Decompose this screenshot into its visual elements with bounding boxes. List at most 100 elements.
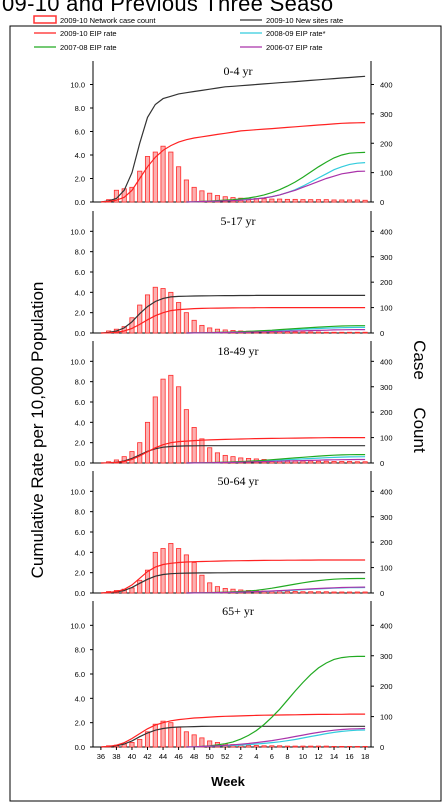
case-count-bar bbox=[347, 591, 353, 594]
x-tick-label: 10 bbox=[299, 752, 307, 761]
case-count-bar bbox=[339, 331, 345, 334]
case-count-bar bbox=[308, 331, 314, 334]
case-count-bar bbox=[269, 745, 275, 748]
case-count-bar bbox=[284, 745, 290, 748]
case-count-bar bbox=[315, 331, 322, 334]
case-count-bar bbox=[152, 151, 158, 203]
left-tick-label: 4.0 bbox=[75, 548, 85, 557]
left-tick-label: 6.0 bbox=[75, 398, 85, 407]
case-count-bar bbox=[144, 569, 151, 594]
case-count-bar bbox=[362, 591, 368, 594]
case-count-bar bbox=[199, 737, 205, 748]
left-tick-label: 8.0 bbox=[75, 508, 85, 517]
left-tick-label: 10.0 bbox=[70, 81, 85, 90]
right-tick-label: 0 bbox=[380, 589, 384, 598]
case-count-bar bbox=[152, 723, 158, 748]
x-tick-label: 8 bbox=[285, 752, 289, 761]
rate-line-eip-2006-07 bbox=[186, 586, 366, 594]
left-tick-label: 0.0 bbox=[75, 329, 85, 338]
right-tick-label: 100 bbox=[380, 713, 393, 722]
case-count-bar bbox=[160, 288, 166, 334]
left-tick-label: 4.0 bbox=[75, 418, 85, 427]
x-tick-label: 50 bbox=[206, 752, 214, 761]
panel: 0.0 2.0 4.0 6.0 8.0 10.0 0 100 200 300 400 5-17 yr bbox=[70, 211, 393, 338]
case-count-bar bbox=[144, 156, 151, 203]
left-tick-label: 10.0 bbox=[70, 621, 85, 630]
left-tick-label: 2.0 bbox=[75, 175, 85, 184]
x-tick-label: 4 bbox=[254, 752, 258, 761]
case-count-bar bbox=[362, 745, 368, 748]
case-count-bar bbox=[191, 562, 197, 594]
y-axis-label-left: Cumulative Rate per 10,000 Population bbox=[28, 282, 47, 579]
right-tick-label: 300 bbox=[380, 513, 393, 522]
right-tick-label: 0 bbox=[380, 743, 384, 752]
case-count-bar bbox=[315, 199, 322, 203]
case-count-bar bbox=[347, 461, 353, 464]
legend-label: 2006-07 EIP rate bbox=[266, 43, 323, 52]
right-tick-label: 400 bbox=[380, 487, 393, 496]
case-count-bar bbox=[261, 745, 267, 748]
right-tick-label: 300 bbox=[380, 110, 393, 119]
rate-line-eip-2006-07 bbox=[186, 329, 366, 334]
case-count-bar bbox=[176, 302, 182, 334]
case-count-bar bbox=[137, 579, 143, 594]
x-tick-label: 38 bbox=[112, 752, 120, 761]
panel-title: 18-49 yr bbox=[218, 344, 259, 358]
legend-item: 2009-10 EIP rate bbox=[34, 29, 117, 38]
case-count-bar bbox=[362, 461, 368, 464]
left-tick-label: 0.0 bbox=[75, 743, 85, 752]
rate-line-eip-2006-07 bbox=[186, 727, 366, 748]
case-count-bar bbox=[323, 331, 329, 334]
legend-item: 2007-08 EIP rate bbox=[34, 43, 117, 52]
right-tick-label: 300 bbox=[380, 383, 393, 392]
case-count-bar bbox=[238, 457, 244, 464]
case-count-bar bbox=[354, 591, 360, 594]
case-count-bar bbox=[183, 409, 189, 464]
case-count-bar bbox=[183, 731, 189, 748]
case-count-bar bbox=[277, 198, 283, 203]
left-tick-label: 4.0 bbox=[75, 151, 85, 160]
case-count-bar bbox=[354, 331, 360, 334]
case-count-bar bbox=[331, 745, 337, 748]
case-count-bar bbox=[191, 734, 197, 748]
case-count-bar bbox=[199, 190, 205, 203]
left-tick-label: 4.0 bbox=[75, 288, 85, 297]
case-count-bar bbox=[168, 543, 174, 594]
x-tick-label: 48 bbox=[190, 752, 198, 761]
right-tick-label: 0 bbox=[380, 329, 384, 338]
case-count-bar bbox=[168, 722, 174, 748]
case-count-bar bbox=[323, 460, 329, 464]
case-count-bar bbox=[339, 591, 345, 594]
case-count-bar bbox=[339, 461, 345, 464]
case-count-bar bbox=[292, 745, 298, 748]
legend-item: 2009-10 New sites rate bbox=[240, 16, 343, 25]
case-count-bar bbox=[300, 745, 306, 748]
right-tick-label: 100 bbox=[380, 434, 393, 443]
case-count-bar bbox=[315, 745, 322, 748]
x-tick-label: 16 bbox=[345, 752, 353, 761]
case-count-bar bbox=[284, 331, 290, 334]
left-tick-label: 2.0 bbox=[75, 569, 85, 578]
case-count-bar bbox=[246, 745, 252, 748]
case-count-bar bbox=[269, 198, 275, 203]
x-tick-label: 52 bbox=[221, 752, 229, 761]
case-count-bar bbox=[315, 591, 322, 594]
panel-title: 65+ yr bbox=[222, 604, 254, 618]
x-tick-label: 44 bbox=[159, 752, 167, 761]
case-count-bar bbox=[339, 199, 345, 203]
case-count-bar bbox=[339, 745, 345, 748]
panel-title: 5-17 yr bbox=[221, 214, 256, 228]
rate-line-new-sites-2009-10 bbox=[100, 75, 366, 203]
x-tick-label: 14 bbox=[330, 752, 338, 761]
left-tick-label: 0.0 bbox=[75, 459, 85, 468]
left-tick-label: 8.0 bbox=[75, 646, 85, 655]
case-count-bar bbox=[129, 742, 135, 748]
x-axis-label: Week bbox=[211, 774, 245, 789]
left-tick-label: 2.0 bbox=[75, 309, 85, 318]
case-count-bar bbox=[152, 551, 158, 594]
case-count-bar bbox=[354, 745, 360, 748]
left-tick-label: 6.0 bbox=[75, 528, 85, 537]
legend-label: 2007-08 EIP rate bbox=[60, 43, 117, 52]
case-count-bar bbox=[300, 331, 306, 334]
right-tick-label: 400 bbox=[380, 81, 393, 90]
